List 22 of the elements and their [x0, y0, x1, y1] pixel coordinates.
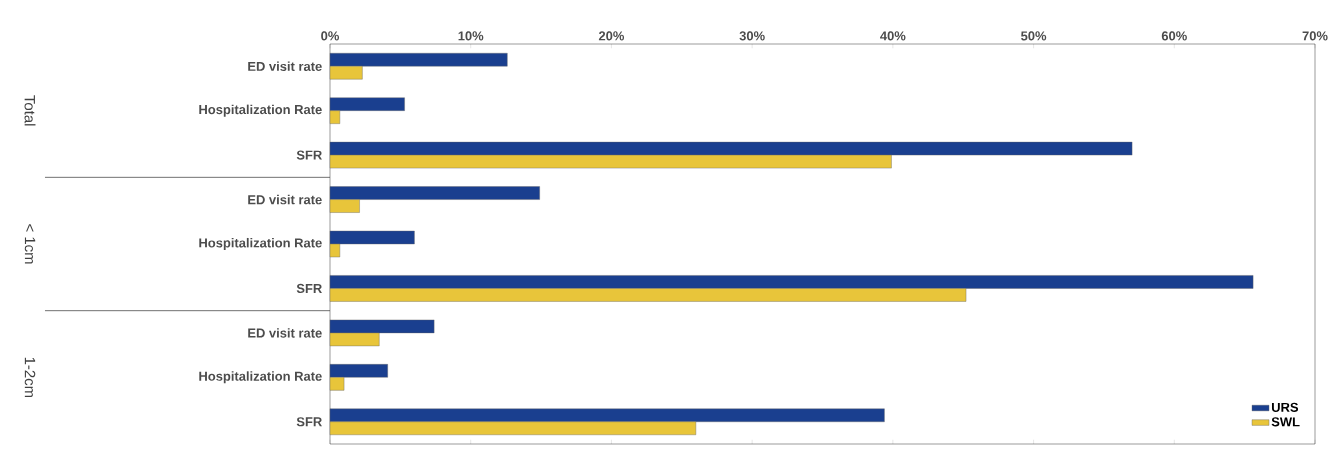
x-tick-label: 40%: [880, 31, 906, 41]
y-tick-label: Hospitalization Rate: [199, 237, 322, 251]
y-tick-label: SFR: [296, 283, 322, 294]
x-tick-label: 70%: [1302, 31, 1328, 41]
x-tick-label: 50%: [1021, 31, 1047, 41]
y-tick-label: ED visit rate: [248, 194, 322, 205]
text: < 1cm: [24, 224, 36, 264]
y-tick-label: SFR: [296, 150, 322, 160]
legend-label: SWL: [1271, 417, 1300, 427]
x-tick-label: 20%: [598, 31, 625, 41]
x-tick-label: 60%: [1161, 31, 1187, 41]
text: 1-2cm: [24, 357, 36, 398]
text: Total: [24, 95, 36, 126]
y-tick-label: Hospitalization Rate: [199, 104, 322, 117]
y-tick-label: SFR: [296, 417, 322, 427]
y-tick-label: ED visit rate: [248, 328, 322, 338]
y-tick-label: Hospitalization Rate: [199, 371, 322, 384]
legend-label: URS: [1271, 402, 1299, 412]
x-tick-label: 10%: [458, 31, 484, 41]
y-tick-label: ED visit rate: [248, 61, 322, 71]
x-tick-label: 0%: [321, 31, 340, 41]
x-tick-label: 30%: [739, 31, 765, 41]
